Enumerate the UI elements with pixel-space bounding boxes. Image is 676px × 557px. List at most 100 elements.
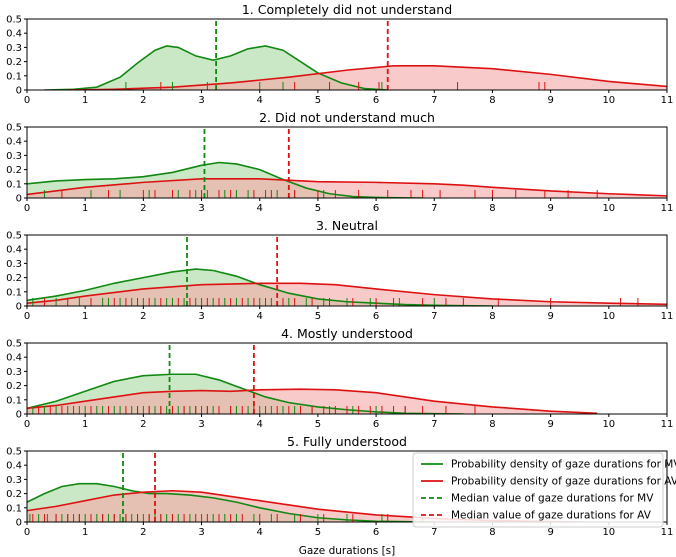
x-tick-label: 5: [315, 203, 321, 214]
x-tick-label: 9: [547, 311, 553, 322]
x-tick-label: 5: [315, 419, 321, 430]
legend-label: Probability density of gaze durations fo…: [451, 476, 676, 488]
x-tick-label: 4: [257, 419, 263, 430]
panel-title: 3. Neutral: [316, 218, 378, 233]
x-tick-label: 5: [315, 527, 321, 538]
x-tick-label: 6: [373, 419, 379, 430]
y-tick-label: 0.1: [6, 179, 22, 190]
x-tick-label: 11: [661, 311, 674, 322]
x-tick-label: 4: [257, 95, 263, 106]
y-tick-label: 0.3: [6, 367, 22, 378]
y-tick-label: 0.5: [6, 339, 22, 350]
plot-area: [27, 163, 667, 199]
x-tick-label: 4: [257, 527, 263, 538]
x-tick-label: 2: [140, 95, 146, 106]
y-tick-label: 0: [16, 302, 22, 313]
y-tick-label: 0.2: [6, 273, 22, 284]
x-tick-label: 9: [547, 419, 553, 430]
x-tick-label: 2: [140, 527, 146, 538]
legend-label: Median value of gaze durations for MV: [451, 493, 654, 505]
figure: 1. Completely did not understand 0 1 2 3 4 5 6 7…: [0, 0, 676, 557]
y-tick-label: 0.4: [6, 461, 22, 472]
y-tick-label: 0.4: [6, 353, 22, 364]
x-tick-label: 10: [602, 203, 615, 214]
x-tick-label: 3: [198, 419, 204, 430]
panel-1: 1. Completely did not understand 0 1 2 3 4 5 6 7…: [6, 2, 673, 106]
y-tick-label: 0.5: [6, 15, 22, 26]
y-tick-label: 0.1: [6, 287, 22, 298]
x-tick-label: 8: [489, 419, 495, 430]
x-tick-label: 11: [661, 419, 674, 430]
y-tick-label: 0.2: [6, 489, 22, 500]
x-tick-label: 0: [24, 311, 30, 322]
panel-3: 3. Neutral 0 1 2 3 4 5 6 7 8 9 10 11 0 0.1 0.2 0.3 0.4 0.5: [6, 218, 673, 322]
x-tick-label: 10: [602, 311, 615, 322]
x-tick-label: 11: [661, 203, 674, 214]
x-tick-label: 1: [82, 527, 88, 538]
x-tick-label: 5: [315, 95, 321, 106]
x-tick-label: 6: [373, 95, 379, 106]
x-tick-label: 0: [24, 203, 30, 214]
x-tick-label: 4: [257, 311, 263, 322]
x-tick-label: 7: [431, 527, 437, 538]
x-tick-label: 9: [547, 203, 553, 214]
x-tick-label: 0: [24, 527, 30, 538]
x-tick-label: 0: [24, 95, 30, 106]
y-tick-label: 0.5: [6, 447, 22, 458]
legend-label: Probability density of gaze durations fo…: [451, 459, 676, 471]
y-tick-label: 0.4: [6, 29, 22, 40]
x-tick-label: 2: [140, 419, 146, 430]
x-tick-label: 3: [198, 203, 204, 214]
x-tick-label: 3: [198, 527, 204, 538]
x-tick-label: 7: [431, 311, 437, 322]
y-tick-label: 0: [16, 194, 22, 205]
y-tick-label: 0.3: [6, 43, 22, 54]
x-tick-label: 6: [373, 203, 379, 214]
y-tick-label: 0.1: [6, 71, 22, 82]
legend-label: Median value of gaze durations for AV: [451, 510, 652, 522]
x-tick-label: 10: [602, 95, 615, 106]
panel-title: 5. Fully understood: [287, 434, 407, 449]
y-tick-label: 0.1: [6, 395, 22, 406]
plot-area: [27, 374, 597, 414]
x-tick-label: 11: [661, 527, 674, 538]
y-tick-label: 0.3: [6, 259, 22, 270]
x-tick-label: 0: [24, 419, 30, 430]
x-tick-label: 11: [661, 95, 674, 106]
panel-title: 4. Mostly understood: [281, 326, 413, 341]
x-tick-label: 9: [547, 95, 553, 106]
y-tick-label: 0.1: [6, 503, 22, 514]
x-tick-label: 1: [82, 203, 88, 214]
x-tick-label: 1: [82, 311, 88, 322]
y-tick-label: 0.4: [6, 245, 22, 256]
x-tick-label: 8: [489, 203, 495, 214]
y-tick-label: 0: [16, 86, 22, 97]
x-axis-label: Gaze durations [s]: [299, 545, 396, 557]
panel-2: 2. Did not understand much 0 1 2 3 4 5 6 7 8 9 10 11…: [6, 110, 673, 214]
plot-area: [44, 46, 667, 90]
x-tick-label: 3: [198, 95, 204, 106]
y-tick-label: 0.3: [6, 151, 22, 162]
x-tick-label: 1: [82, 419, 88, 430]
y-tick-label: 0.2: [6, 57, 22, 68]
x-tick-label: 8: [489, 527, 495, 538]
x-tick-label: 3: [198, 311, 204, 322]
legend: Probability density of gaze durations fo…: [413, 453, 676, 527]
panel-title: 1. Completely did not understand: [242, 2, 452, 17]
x-tick-label: 5: [315, 311, 321, 322]
x-tick-label: 1: [82, 95, 88, 106]
y-tick-label: 0.5: [6, 123, 22, 134]
x-tick-label: 2: [140, 203, 146, 214]
x-tick-label: 7: [431, 419, 437, 430]
x-tick-label: 6: [373, 527, 379, 538]
x-tick-label: 4: [257, 203, 263, 214]
x-tick-label: 10: [602, 527, 615, 538]
x-tick-label: 8: [489, 95, 495, 106]
plot-area: [27, 269, 667, 306]
panel-5: 5. Fully understood 0 1 2 3 4 5 6 7 8 9 10 11 0 0.1 0.2…: [6, 434, 676, 557]
panel-4: 4. Mostly understood 0 1 2 3 4 5 6 7 8 9 10 11 0 0.1 0.…: [6, 326, 673, 430]
x-tick-label: 8: [489, 311, 495, 322]
x-tick-label: 10: [602, 419, 615, 430]
y-tick-label: 0: [16, 410, 22, 421]
panel-title: 2. Did not understand much: [259, 110, 435, 125]
